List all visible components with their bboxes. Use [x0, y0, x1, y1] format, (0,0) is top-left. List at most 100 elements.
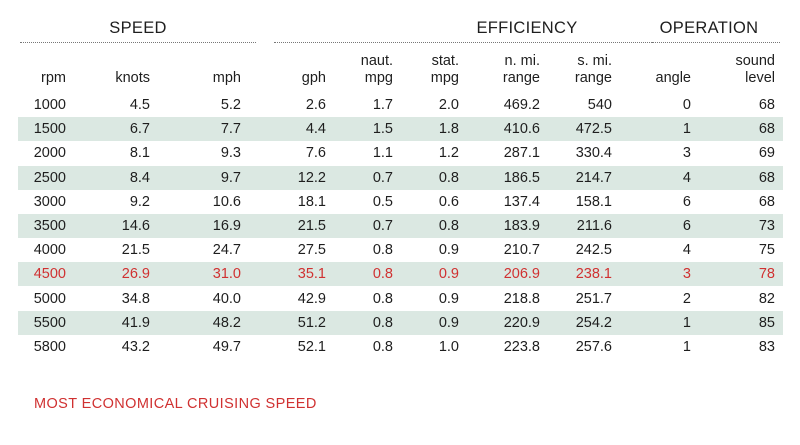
column-header-line2: range: [502, 70, 540, 86]
column-header-line2: mph: [212, 70, 241, 86]
cell-rpm: 5800: [33, 339, 66, 355]
cell-n_mi_range: 137.4: [503, 193, 540, 210]
cell-sound_level: 82: [758, 290, 775, 307]
column-header-mph: mph: [181, 47, 241, 87]
cell-mph: 48.2: [212, 314, 241, 331]
cell-angle: 6: [682, 218, 691, 234]
column-header-sound_level: sound level: [719, 47, 775, 87]
cell-rpm: 2500: [33, 169, 66, 186]
cell-sound_level: 68: [758, 193, 775, 210]
cell-n_mi_range: 183.9: [503, 218, 540, 234]
group-header-speed: SPEED: [20, 14, 256, 43]
cell-knots: 6.7: [129, 121, 150, 138]
table-row: 3500 14.6 16.9 21.5 0.7 0.8 183.9 211.6 6 73: [18, 214, 783, 238]
column-header-knots: knots: [84, 47, 150, 87]
cell-mph: 9.7: [220, 169, 241, 186]
cell-naut_mpg: 0.8: [372, 242, 393, 259]
cell-gph: 18.1: [297, 193, 326, 210]
column-header-line2: knots: [115, 70, 150, 86]
cell-sound_level: 73: [758, 218, 775, 234]
cell-mph: 24.7: [212, 242, 241, 259]
cell-rpm: 5000: [33, 290, 66, 307]
cell-knots: 43.2: [121, 339, 150, 355]
cell-s_mi_range: 211.6: [576, 218, 612, 234]
cell-mph: 16.9: [212, 218, 241, 234]
column-header-line2: level: [745, 70, 775, 86]
column-header-line2: gph: [301, 70, 326, 86]
cell-naut_mpg: 0.5: [372, 193, 393, 210]
cell-stat_mpg: 2.0: [438, 97, 459, 113]
cell-s_mi_range: 251.7: [575, 290, 612, 307]
cell-mph: 7.7: [220, 121, 241, 138]
cell-knots: 14.6: [121, 218, 150, 234]
cell-angle: 1: [682, 121, 691, 138]
cell-naut_mpg: 0.8: [372, 266, 393, 283]
cell-n_mi_range: 223.8: [503, 339, 540, 355]
cell-angle: 6: [682, 193, 691, 210]
cell-sound_level: 68: [758, 97, 775, 113]
table-row: 1000 4.5 5.2 2.6 1.7 2.0 469.2 540 0 68: [18, 93, 783, 117]
cell-gph: 42.9: [297, 290, 326, 307]
cell-rpm: 1500: [33, 121, 66, 138]
table-row: 2000 8.1 9.3 7.6 1.1 1.2 287.1 330.4 3 69: [18, 141, 783, 165]
column-header-line2: mpg: [364, 70, 393, 86]
cell-naut_mpg: 0.7: [372, 218, 393, 234]
cell-n_mi_range: 469.2: [503, 97, 540, 113]
cell-gph: 4.4: [305, 121, 326, 138]
cell-s_mi_range: 330.4: [575, 145, 612, 162]
table-row: 4000 21.5 24.7 27.5 0.8 0.9 210.7 242.5 4 75: [18, 238, 783, 262]
cell-naut_mpg: 1.5: [372, 121, 393, 138]
cell-naut_mpg: 0.8: [372, 339, 393, 355]
cell-naut_mpg: 0.8: [372, 290, 393, 307]
cell-mph: 49.7: [212, 339, 241, 355]
cell-knots: 8.1: [129, 145, 150, 162]
cell-gph: 52.1: [297, 339, 326, 355]
cell-mph: 10.6: [212, 193, 241, 210]
column-header-gph: gph: [270, 47, 326, 87]
cell-s_mi_range: 158.1: [575, 193, 612, 210]
table-row: 3000 9.2 10.6 18.1 0.5 0.6 137.4 158.1 6 68: [18, 190, 783, 214]
cell-gph: 2.6: [305, 97, 326, 113]
column-header-line2: angle: [655, 70, 691, 86]
cell-gph: 21.5: [297, 218, 326, 234]
cell-rpm: 1000: [33, 97, 66, 113]
cell-stat_mpg: 1.0: [438, 339, 459, 355]
cell-sound_level: 75: [758, 242, 775, 259]
cell-sound_level: 83: [758, 339, 775, 355]
column-header-line1: n. mi.: [504, 53, 540, 69]
cell-naut_mpg: 0.8: [372, 314, 393, 331]
cell-mph: 5.2: [220, 97, 241, 113]
cell-knots: 8.4: [129, 169, 150, 186]
cell-rpm: 3000: [33, 193, 66, 210]
table-row: 1500 6.7 7.7 4.4 1.5 1.8 410.6 472.5 1 68: [18, 117, 783, 142]
cell-knots: 34.8: [121, 290, 150, 307]
cell-mph: 9.3: [220, 145, 241, 162]
cell-angle: 1: [682, 339, 691, 355]
cell-knots: 4.5: [129, 97, 150, 113]
column-header-n_mi_range: n. mi. range: [478, 47, 540, 87]
cell-stat_mpg: 0.9: [438, 266, 459, 283]
cell-rpm: 4500: [33, 266, 66, 283]
column-header-angle: angle: [635, 47, 691, 87]
table-row: 5800 43.2 49.7 52.1 0.8 1.0 223.8 257.6 1 83: [18, 335, 783, 359]
cell-stat_mpg: 0.9: [438, 314, 459, 331]
cell-stat_mpg: 1.2: [438, 145, 459, 162]
cell-stat_mpg: 0.8: [438, 218, 459, 234]
cell-angle: 0: [682, 97, 691, 113]
cell-rpm: 4000: [33, 242, 66, 259]
table-row: 5000 34.8 40.0 42.9 0.8 0.9 218.8 251.7 2 82: [18, 287, 783, 311]
cell-sound_level: 68: [758, 121, 775, 138]
cell-n_mi_range: 206.9: [503, 266, 540, 283]
cell-n_mi_range: 210.7: [503, 242, 540, 259]
column-header-rpm: rpm: [10, 47, 66, 87]
cell-sound_level: 68: [758, 169, 775, 186]
cell-mph: 31.0: [212, 266, 241, 283]
column-header-line1: naut.: [360, 53, 393, 69]
column-header-line2: mpg: [430, 70, 459, 86]
cell-s_mi_range: 238.1: [575, 266, 612, 283]
column-header-line1: s. mi.: [577, 53, 612, 69]
cell-angle: 2: [682, 290, 691, 307]
cell-n_mi_range: 186.5: [503, 169, 540, 186]
column-header-line2: range: [574, 70, 612, 86]
cell-s_mi_range: 540: [587, 97, 612, 113]
